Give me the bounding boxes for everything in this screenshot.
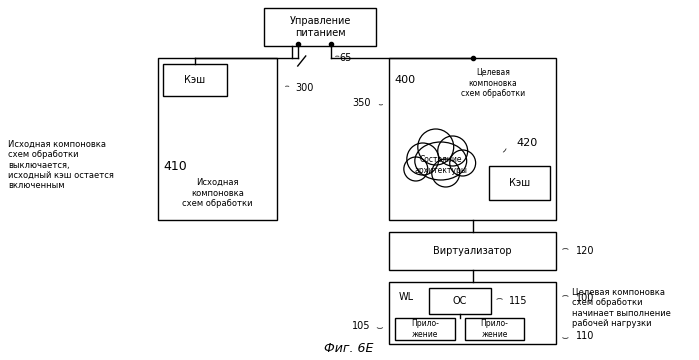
Text: 105: 105 xyxy=(352,321,371,331)
Circle shape xyxy=(418,129,454,165)
Bar xyxy=(389,282,556,344)
Bar xyxy=(395,318,454,340)
Circle shape xyxy=(404,157,428,181)
Text: 420: 420 xyxy=(517,138,538,148)
Text: Исходная
компоновка
схем обработки: Исходная компоновка схем обработки xyxy=(182,178,252,208)
Text: ОС: ОС xyxy=(452,296,467,306)
Text: Кэш: Кэш xyxy=(185,75,206,85)
Circle shape xyxy=(438,136,468,166)
Text: 300: 300 xyxy=(295,83,314,93)
Bar xyxy=(465,318,524,340)
Circle shape xyxy=(407,143,439,175)
Text: Прило-
жение: Прило- жение xyxy=(411,319,439,339)
Circle shape xyxy=(449,150,475,176)
Bar xyxy=(163,64,227,96)
Text: Целевая
компоновка
схем обработки: Целевая компоновка схем обработки xyxy=(461,68,525,98)
Text: Прило-
жение: Прило- жение xyxy=(481,319,508,339)
Text: 100: 100 xyxy=(577,293,595,303)
Text: 410: 410 xyxy=(164,159,187,172)
Bar xyxy=(389,232,556,270)
Text: 120: 120 xyxy=(577,246,595,256)
Bar xyxy=(157,58,278,220)
Bar xyxy=(389,58,556,220)
Text: Кэш: Кэш xyxy=(509,178,530,188)
Bar xyxy=(489,166,550,200)
Ellipse shape xyxy=(415,142,467,180)
Text: Исходная компоновка
схем обработки
выключается,
исходный кэш остается
включенным: Исходная компоновка схем обработки выклю… xyxy=(8,140,114,190)
Text: 65: 65 xyxy=(339,53,352,63)
Text: WL: WL xyxy=(399,292,414,302)
Text: 110: 110 xyxy=(577,331,595,341)
Text: Управление
питанием: Управление питанием xyxy=(289,16,351,38)
Text: Фиг. 6Е: Фиг. 6Е xyxy=(324,342,373,355)
Bar xyxy=(264,8,376,46)
Circle shape xyxy=(432,159,460,187)
Text: 350: 350 xyxy=(352,98,371,108)
Text: 400: 400 xyxy=(395,75,416,85)
Text: 115: 115 xyxy=(509,296,527,306)
Text: Целевая компоновка
схем обработки
начинает выполнение
рабочей нагрузки: Целевая компоновка схем обработки начина… xyxy=(572,288,671,328)
Text: Виртуализатор: Виртуализатор xyxy=(433,246,512,256)
Text: Состояние
архитектуры: Состояние архитектуры xyxy=(415,155,467,175)
Bar xyxy=(428,288,491,314)
